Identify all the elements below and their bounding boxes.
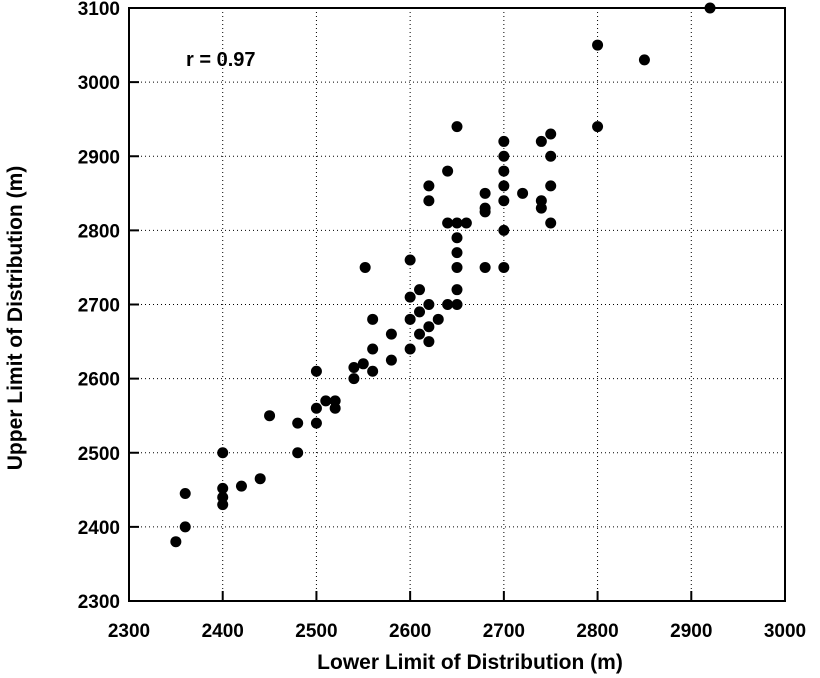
data-point <box>179 521 191 533</box>
x-tick-label: 2400 <box>202 621 244 642</box>
data-point <box>498 195 510 207</box>
data-point <box>460 217 472 229</box>
data-point <box>359 261 371 273</box>
data-point <box>264 410 276 422</box>
data-point <box>217 447 229 459</box>
x-tick-label: 2300 <box>108 621 150 642</box>
data-point <box>479 261 491 273</box>
data-point <box>404 291 416 303</box>
data-point <box>451 284 463 296</box>
data-point <box>414 328 426 340</box>
y-tick-label: 3100 <box>78 0 120 20</box>
data-point <box>348 362 360 374</box>
data-point <box>451 232 463 244</box>
data-point <box>423 195 435 207</box>
data-point <box>423 336 435 348</box>
data-point <box>432 313 444 325</box>
x-tick-label: 2600 <box>389 621 431 642</box>
data-points <box>170 2 716 548</box>
y-tick-label: 2600 <box>78 370 120 391</box>
data-point <box>498 135 510 147</box>
y-axis-title: Upper Limit of Distribution (m) <box>4 166 27 470</box>
data-point <box>451 247 463 259</box>
x-tick-label: 2700 <box>483 621 525 642</box>
correlation-annotation: r = 0.97 <box>186 49 256 71</box>
data-point <box>329 395 341 407</box>
data-point <box>498 165 510 177</box>
data-point <box>592 39 604 51</box>
data-point <box>404 343 416 355</box>
data-point <box>385 328 397 340</box>
data-point <box>535 195 547 207</box>
y-tick-label: 2300 <box>78 592 120 613</box>
data-point <box>310 402 322 414</box>
data-point <box>254 473 266 485</box>
data-point <box>535 135 547 147</box>
data-point <box>545 128 557 140</box>
x-tick-label: 2800 <box>576 621 618 642</box>
data-point <box>592 121 604 133</box>
data-point <box>217 491 229 503</box>
data-point <box>292 417 304 429</box>
data-point <box>179 488 191 500</box>
data-point <box>367 313 379 325</box>
plot-frame <box>128 7 786 602</box>
data-point <box>423 321 435 333</box>
data-point <box>451 261 463 273</box>
data-point <box>479 202 491 214</box>
data-point <box>638 54 650 66</box>
x-tick-label: 2900 <box>670 621 712 642</box>
data-point <box>404 313 416 325</box>
data-point <box>310 365 322 377</box>
data-point <box>545 150 557 162</box>
data-point <box>367 343 379 355</box>
x-tick-labels: 2300 2400 2500 2600 2700 2800 2900 3000 <box>108 621 806 642</box>
y-tick-label: 2800 <box>78 221 120 242</box>
data-point <box>348 373 360 385</box>
data-point <box>414 306 426 318</box>
data-point <box>545 180 557 192</box>
data-point <box>517 187 529 199</box>
y-tick-labels: 2300 2400 2500 2600 2700 2800 2900 3000 3100 <box>78 0 120 613</box>
data-point <box>414 284 426 296</box>
data-point <box>357 358 369 370</box>
data-point <box>451 299 463 310</box>
data-point <box>442 299 454 310</box>
x-tick-label: 3000 <box>764 621 806 642</box>
data-point <box>217 482 229 494</box>
data-point <box>310 417 322 429</box>
data-point <box>498 224 510 236</box>
y-tick-label: 2500 <box>78 444 120 465</box>
data-point <box>292 447 304 459</box>
data-point <box>170 536 182 548</box>
data-point <box>498 180 510 192</box>
data-point <box>545 217 557 229</box>
data-point <box>451 217 463 229</box>
y-tick-label: 2700 <box>78 296 120 317</box>
data-point <box>235 480 247 492</box>
data-point <box>442 217 454 229</box>
data-point <box>498 150 510 162</box>
data-point <box>423 180 435 192</box>
data-point <box>442 165 454 177</box>
data-point <box>479 187 491 199</box>
data-point <box>320 395 332 407</box>
x-tick-label: 2500 <box>295 621 337 642</box>
data-point <box>451 121 463 133</box>
y-tick-label: 3000 <box>78 73 120 94</box>
x-axis-title: Lower Limit of Distribution (m) <box>317 651 623 674</box>
y-tick-label: 2400 <box>78 518 120 539</box>
data-point <box>423 299 435 310</box>
data-point <box>498 261 510 273</box>
y-tick-label: 2900 <box>78 147 120 168</box>
data-point <box>367 365 379 377</box>
data-point <box>404 254 416 266</box>
data-point <box>385 354 397 366</box>
